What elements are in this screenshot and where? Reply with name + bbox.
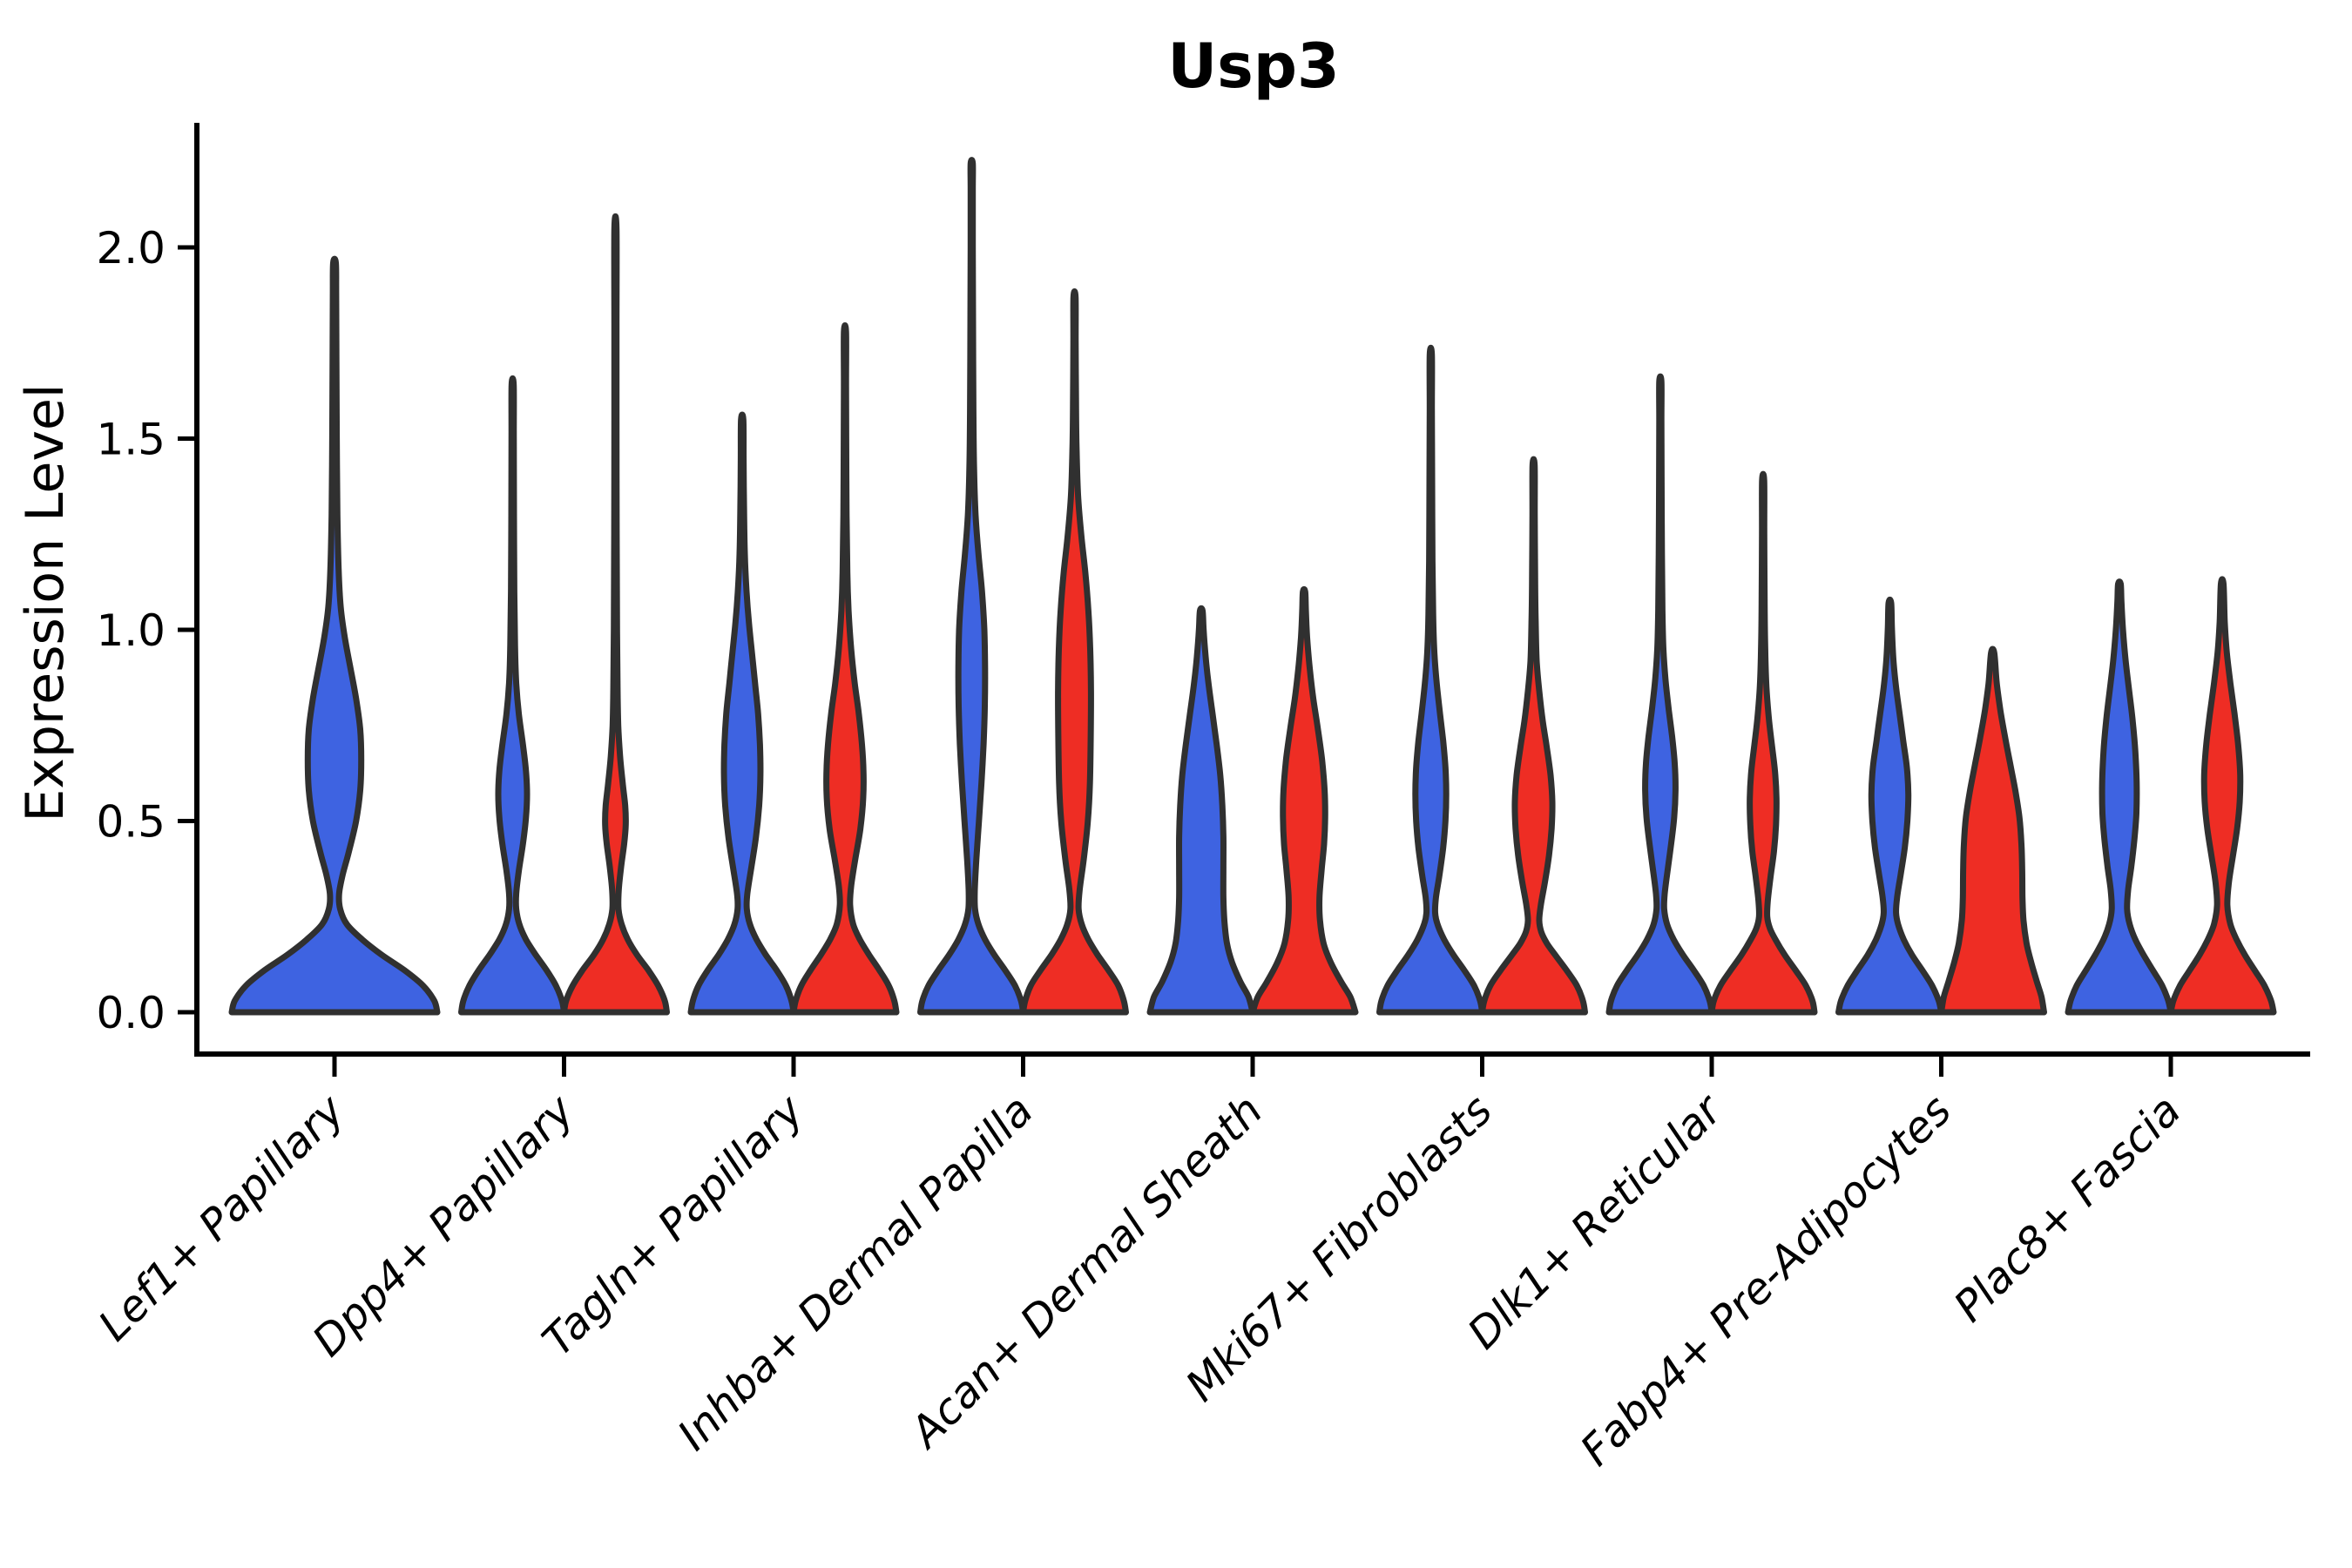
y-tick-label: 0.0: [96, 988, 166, 1038]
violin-red-dlk1-reticular: [1708, 470, 1818, 1016]
y-tick-label: 2.0: [96, 223, 166, 274]
violin-red-tagln-papillary: [790, 321, 900, 1016]
y-axis-ticks: 0.0 0.5 1.0 1.5 2.0: [96, 223, 197, 1038]
violin-blue-lef1-papillary: [228, 255, 441, 1016]
violin-red-fabp4-pre-adipocytes: [1938, 645, 2047, 1016]
violin-blue-plac8-fascia: [2065, 578, 2174, 1016]
chart-title: Usp3: [1167, 30, 1339, 102]
y-tick-label: 1.5: [96, 415, 166, 465]
x-tick-label: Plac8+ Fascia: [1944, 1085, 2190, 1331]
violin-blue-dlk1-reticular: [1605, 373, 1715, 1016]
violin-shapes: [228, 157, 2277, 1016]
violin-blue-dpp4-papillary: [458, 375, 567, 1016]
x-tick-label: Lef1+ Papillary: [89, 1085, 355, 1350]
violin-red-acan-dermal-sheath: [1249, 585, 1359, 1016]
violin-blue-fabp4-pre-adipocytes: [1835, 596, 1944, 1016]
violin-red-mki67-fibroblasts: [1479, 456, 1588, 1016]
y-tick-label: 1.0: [96, 605, 166, 656]
x-tick-label: Fabp4+ Pre-Adipocytes: [1571, 1085, 1961, 1476]
y-axis-label: Expression Level: [15, 383, 76, 821]
violin-blue-tagln-papillary: [687, 411, 797, 1016]
x-tick-label: Dlk1+ Reticular: [1458, 1084, 1733, 1358]
violin-red-dpp4-papillary: [561, 213, 670, 1016]
violin-blue-mki67-fibroblasts: [1376, 344, 1485, 1016]
violin-blue-acan-dermal-sheath: [1146, 605, 1256, 1016]
violin-red-plac8-fascia: [2167, 576, 2277, 1016]
violin-red-inhba-dermal-papilla: [1020, 288, 1129, 1016]
violin-blue-inhba-dermal-papilla: [917, 157, 1026, 1016]
y-tick-label: 0.5: [96, 797, 166, 848]
